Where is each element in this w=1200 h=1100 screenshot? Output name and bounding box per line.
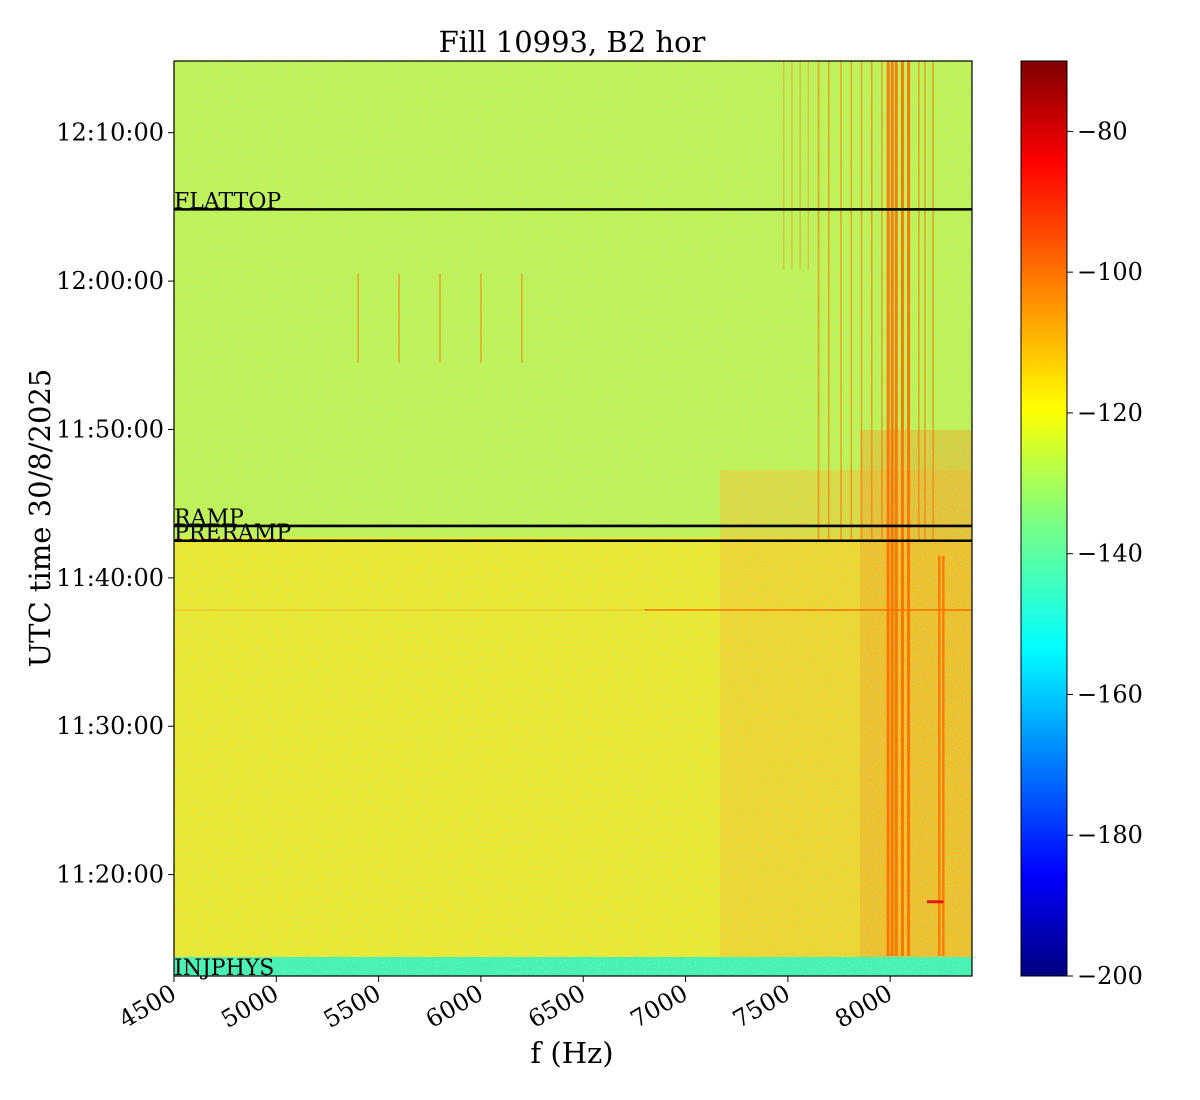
phase-label-preramp: PRERAMP bbox=[174, 521, 291, 546]
y-tick-label: 11:20:00 bbox=[56, 861, 164, 889]
x-tick-label: 5000 bbox=[216, 979, 283, 1034]
y-axis-label: UTC time 30/8/2025 bbox=[23, 369, 57, 668]
colorbar-tick-label: −120 bbox=[1077, 399, 1143, 427]
x-tick-label: 7000 bbox=[626, 979, 693, 1034]
x-axis-label: f (Hz) bbox=[530, 1036, 613, 1070]
spectrogram-plot-area bbox=[174, 61, 972, 976]
colorbar-tick-label: −100 bbox=[1077, 258, 1143, 286]
colorbar-ticks: −80 −100 −120 −140 −160 −180 −200 bbox=[1067, 117, 1143, 990]
x-tick-label: 5500 bbox=[319, 979, 386, 1034]
phase-label-injphys: INJPHYS bbox=[174, 956, 274, 981]
x-axis-ticks: 4500 5000 5500 6000 6500 7000 7500 8000 bbox=[114, 976, 897, 1034]
spectral-lines bbox=[174, 61, 972, 956]
y-tick-label: 11:50:00 bbox=[56, 415, 164, 443]
x-tick-label: 8000 bbox=[830, 979, 897, 1034]
x-tick-label: 4500 bbox=[114, 979, 181, 1034]
y-tick-label: 12:10:00 bbox=[56, 119, 164, 147]
colorbar bbox=[1020, 60, 1068, 977]
colorbar-tick-label: −80 bbox=[1077, 117, 1128, 145]
colorbar-tick-label: −160 bbox=[1077, 680, 1143, 708]
x-tick-label: 6500 bbox=[523, 979, 590, 1034]
y-tick-label: 12:00:00 bbox=[56, 267, 164, 295]
x-tick-label: 7500 bbox=[728, 979, 795, 1034]
phase-label-ramp: RAMP bbox=[174, 506, 244, 531]
x-tick-label: 6000 bbox=[421, 979, 488, 1034]
y-axis-ticks: 11:20:00 11:30:00 11:40:00 11:50:00 12:00:00… bbox=[56, 119, 174, 889]
colorbar-tick-label: −140 bbox=[1077, 540, 1143, 568]
y-tick-label: 11:30:00 bbox=[56, 712, 164, 740]
y-tick-label: 11:40:00 bbox=[56, 564, 164, 592]
phase-label-flattop: FLATTOP bbox=[174, 189, 281, 214]
chart-title: Fill 10993, B2 hor bbox=[439, 25, 706, 59]
colorbar-tick-label: −200 bbox=[1077, 962, 1143, 990]
colorbar-tick-label: −180 bbox=[1077, 821, 1143, 849]
plot-frame bbox=[173, 60, 973, 977]
